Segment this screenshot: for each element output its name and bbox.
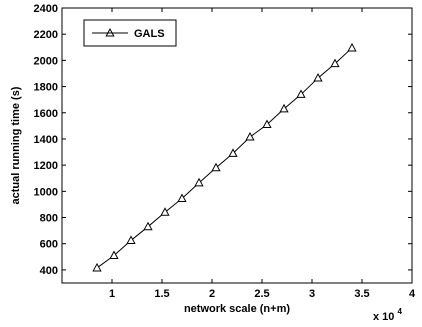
y-tick-label: 1600	[34, 108, 58, 120]
data-point-marker	[296, 89, 306, 98]
data-point-marker	[92, 262, 102, 272]
legend: GALS	[83, 19, 177, 47]
data-point-marker	[143, 221, 153, 231]
x-axis-ticks: 1 1.5 2 2.5 3 3.5 4	[109, 8, 416, 300]
x-tick-label: 4	[409, 288, 416, 300]
data-point-marker	[211, 162, 221, 172]
y-axis-label: actual running time (s)	[10, 86, 22, 204]
data-point-marker	[228, 148, 238, 157]
x-axis-multiplier: x 10 4	[373, 307, 402, 323]
data-point-marker	[109, 250, 119, 259]
x-tick-label: 3.5	[354, 288, 369, 300]
series-layer	[92, 42, 357, 272]
x-tick-label: 2	[209, 288, 215, 300]
data-point-marker	[330, 58, 340, 68]
x-tick-label: 1.5	[154, 288, 169, 300]
legend-triangle-marker	[105, 27, 115, 37]
legend-label-gals: GALS	[134, 28, 165, 40]
data-point-marker	[126, 235, 136, 244]
data-point-marker	[245, 131, 255, 141]
y-tick-label: 1200	[34, 160, 58, 172]
x-tick-label: 1	[109, 288, 115, 300]
x-axis-label: network scale (n+m)	[184, 303, 290, 315]
y-tick-label: 400	[40, 265, 58, 277]
x-axis-multiplier-exponent: 4	[397, 307, 402, 316]
data-point-marker	[262, 119, 272, 129]
y-tick-label: 800	[40, 213, 58, 225]
data-point-marker	[160, 207, 170, 216]
y-tick-label: 2200	[34, 29, 58, 41]
y-tick-label: 1400	[34, 134, 58, 146]
y-tick-label: 2000	[34, 55, 58, 67]
y-tick-label: 600	[40, 239, 58, 251]
plot-area	[61, 7, 413, 284]
x-tick-label: 2.5	[254, 288, 269, 300]
data-point-marker	[177, 193, 187, 203]
y-axis-ticks: 400 600 800 1000 1200 1400 1600 1800 2000 2200 240…	[34, 3, 412, 277]
x-tick-label: 3	[309, 288, 315, 300]
series-line-gals	[96, 47, 353, 269]
y-tick-label: 1800	[34, 82, 58, 94]
y-tick-label: 2400	[34, 3, 58, 15]
data-point-marker	[347, 42, 357, 52]
data-point-marker	[279, 103, 289, 113]
x-axis-multiplier-base: x 10	[373, 311, 394, 323]
data-point-marker	[313, 73, 323, 82]
y-tick-label: 1000	[34, 186, 58, 198]
data-point-marker	[194, 177, 204, 187]
